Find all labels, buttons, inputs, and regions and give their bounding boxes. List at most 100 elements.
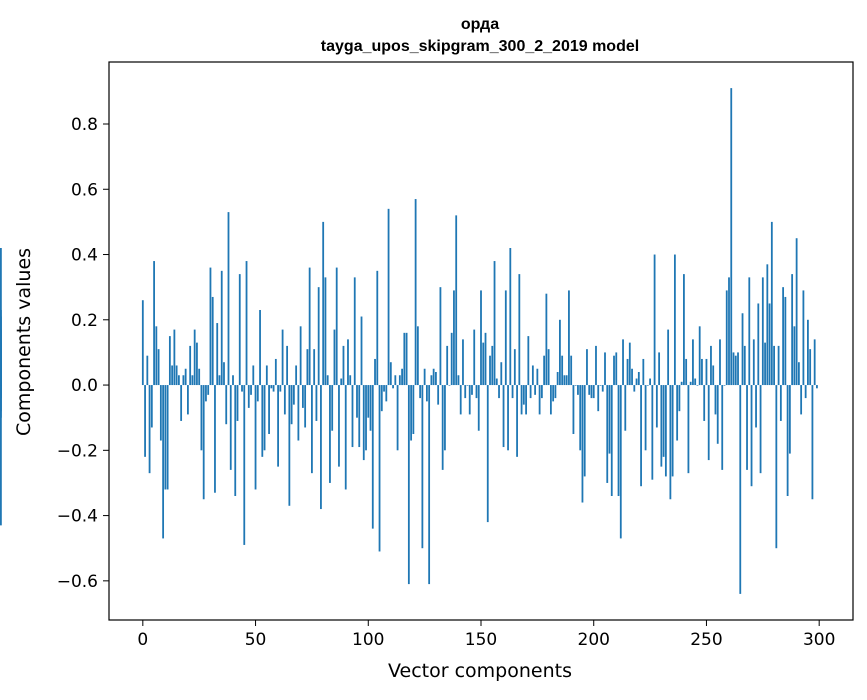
bar — [369, 385, 372, 431]
bar — [509, 248, 512, 386]
bar — [412, 385, 415, 434]
y-tick-label: −0.6 — [57, 572, 98, 592]
bar — [432, 368, 435, 386]
bar — [624, 385, 627, 431]
bar — [141, 300, 144, 386]
bar — [531, 365, 534, 386]
bar — [256, 385, 259, 402]
bar — [448, 385, 451, 386]
bar — [554, 385, 557, 399]
bar — [182, 375, 185, 386]
bar — [543, 355, 546, 386]
bar — [475, 385, 478, 399]
bar — [338, 385, 340, 467]
bar-series — [0, 88, 818, 594]
bar — [265, 365, 268, 386]
y-tick-label: 0.0 — [71, 376, 98, 396]
bar — [0, 385, 2, 418]
bar — [234, 385, 237, 496]
bar — [403, 332, 406, 386]
bar — [423, 368, 426, 386]
bar — [466, 385, 469, 386]
bar — [577, 385, 579, 395]
bar — [816, 385, 818, 389]
bar — [484, 332, 487, 386]
bar — [750, 385, 753, 487]
bar — [398, 375, 401, 386]
bar — [252, 365, 255, 386]
bar — [241, 385, 243, 392]
bar — [205, 385, 207, 402]
bar — [804, 385, 807, 399]
bar — [739, 385, 742, 594]
bar — [741, 313, 744, 386]
x-tick-label: 100 — [352, 630, 384, 650]
bar — [335, 267, 338, 386]
bar — [207, 385, 210, 395]
bar — [500, 362, 503, 386]
bar — [640, 385, 642, 487]
bar — [653, 254, 656, 386]
bar — [365, 385, 367, 451]
bar — [746, 385, 748, 470]
bar — [232, 375, 234, 386]
bar — [320, 385, 322, 510]
bar — [304, 385, 307, 428]
bar — [356, 385, 358, 418]
bar — [180, 385, 183, 421]
y-tick-label: 0.6 — [71, 180, 98, 200]
bar — [716, 385, 719, 444]
x-tick-label: 300 — [803, 630, 835, 650]
bar — [245, 261, 248, 386]
bar — [175, 365, 178, 386]
bar — [782, 287, 785, 386]
bar — [793, 326, 796, 386]
y-axis-ticks: −0.6 −0.4 −0.2 0.0 0.2 0.4 0.6 0.8 — [57, 115, 109, 592]
y-tick-label: −0.2 — [57, 441, 98, 461]
bar — [642, 358, 645, 386]
bar — [211, 296, 214, 386]
bar — [583, 385, 586, 477]
bar — [660, 385, 663, 467]
y-axis-label: Components values — [13, 248, 35, 436]
bar — [572, 385, 575, 434]
bar — [405, 332, 408, 386]
bar — [707, 385, 710, 461]
bar — [392, 385, 394, 389]
bar — [592, 385, 595, 399]
bar — [628, 342, 631, 386]
bar — [148, 385, 151, 474]
bar — [655, 385, 658, 428]
bar — [471, 385, 473, 395]
bar — [261, 385, 264, 457]
bar — [811, 385, 814, 500]
bar — [507, 385, 509, 451]
bar — [703, 385, 706, 421]
bar — [710, 345, 712, 386]
bar — [807, 319, 809, 386]
bar — [216, 323, 219, 386]
bar — [669, 385, 672, 500]
bar — [358, 385, 361, 448]
bar — [268, 385, 270, 434]
bar — [516, 385, 518, 457]
bar — [651, 385, 654, 480]
bar — [495, 378, 498, 386]
bar — [491, 345, 494, 386]
bar — [667, 329, 670, 386]
bar — [263, 385, 266, 451]
bar — [676, 385, 679, 441]
bar — [362, 385, 365, 461]
bar — [617, 385, 620, 496]
bar — [468, 385, 471, 415]
bar — [601, 385, 604, 392]
bar — [283, 385, 286, 415]
bar — [360, 316, 363, 386]
bar — [701, 358, 703, 386]
bar — [444, 385, 446, 451]
bar — [680, 381, 683, 386]
bar — [464, 385, 467, 399]
bar — [164, 385, 167, 490]
bar — [795, 238, 798, 386]
bar — [229, 385, 232, 470]
